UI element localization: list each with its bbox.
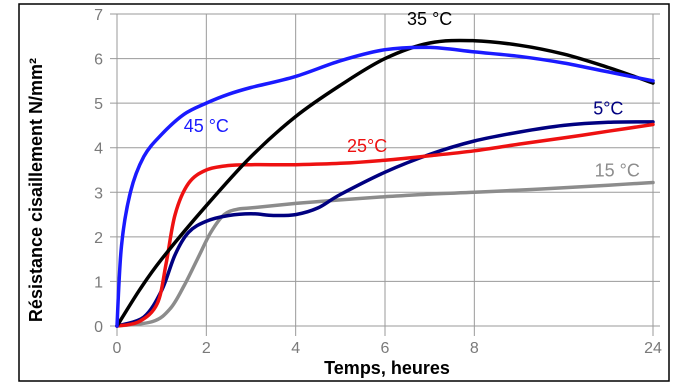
y-tick-label: 0 xyxy=(94,319,103,336)
series-label-15c: 15 °C xyxy=(595,161,640,181)
series-line-45c xyxy=(115,45,655,328)
y-tick-label: 1 xyxy=(94,274,103,291)
series-label-5c: 5°C xyxy=(593,98,623,118)
y-tick-label: 3 xyxy=(94,185,103,202)
series-label-35c: 35 °C xyxy=(407,9,452,29)
series-line-25c xyxy=(115,122,655,328)
y-tick-label: 7 xyxy=(94,7,103,24)
y-axis-label: Résistance cisaillement N/mm² xyxy=(26,58,46,322)
y-tick-label: 6 xyxy=(94,52,103,69)
x-tick-label: 0 xyxy=(113,340,122,357)
plot-frame xyxy=(18,3,670,382)
series-labels: 45 °C 35 °C 25°C 5°C 15 °C xyxy=(184,9,640,181)
x-tick-label: 24 xyxy=(644,340,662,357)
x-axis-label: Temps, heures xyxy=(324,358,450,378)
x-tick-label: 8 xyxy=(470,340,479,357)
series-label-25c: 25°C xyxy=(347,136,387,156)
series-label-45c: 45 °C xyxy=(184,116,229,136)
series-line-15c xyxy=(115,180,655,328)
x-tick-label: 4 xyxy=(291,340,300,357)
x-tick-label: 6 xyxy=(381,340,390,357)
series-line-5c xyxy=(115,120,655,328)
grid xyxy=(110,13,660,336)
y-tick-label: 2 xyxy=(94,230,103,247)
y-tick-label: 5 xyxy=(94,96,103,113)
series-lines xyxy=(115,38,655,328)
series-line-35c xyxy=(115,38,655,328)
y-tick-label: 4 xyxy=(94,141,103,158)
x-tick-label: 2 xyxy=(202,340,211,357)
